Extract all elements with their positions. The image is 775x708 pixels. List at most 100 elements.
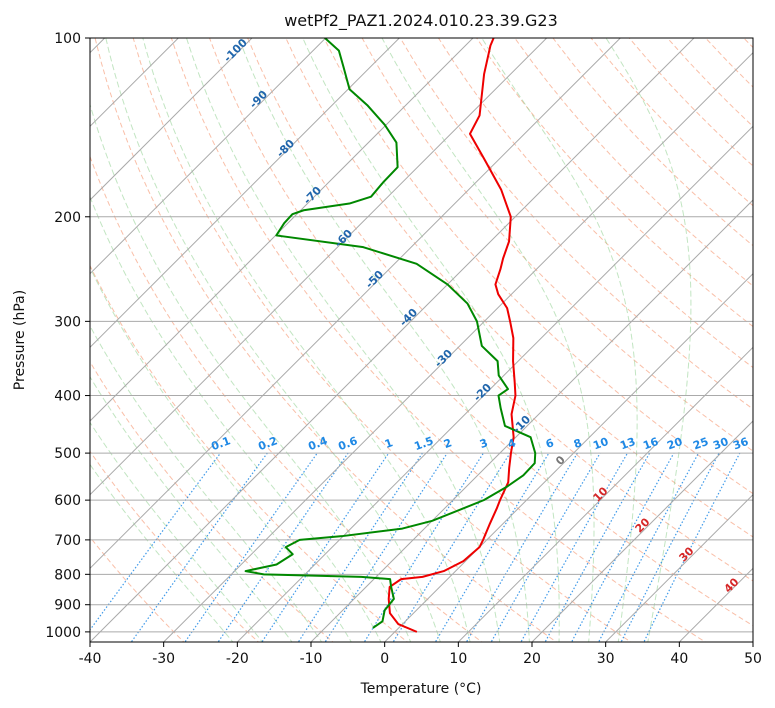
dry-adiabat-line [90,360,334,642]
mixing-ratio-line [392,452,511,642]
dry-adiabat-line [705,38,753,88]
isotherm-label: 20 [633,515,653,535]
plot-frame [89,37,754,643]
mixing-ratio-label: 1.5 [412,434,435,453]
y-tick-label: 200 [54,210,81,226]
moist-adiabat-line [90,421,264,642]
isotherm-label: -70 [301,184,324,207]
y-tick-label: 500 [54,446,81,462]
y-tick-label: 100 [54,31,81,47]
dry-adiabat-line [399,38,753,410]
mixing-ratio-label: 0.2 [256,434,279,453]
dry-adiabat-line [552,38,753,247]
isotherm-label: -90 [247,88,270,111]
x-tick-label: -30 [152,651,175,667]
isotherm-gridline [457,346,753,642]
mixing-ratio-line [297,452,423,642]
dry-adiabat-line [361,38,753,452]
x-tick-label: 50 [744,651,762,667]
dewpoint-profile-line [244,38,537,629]
mixing-ratio-label: 4 [506,436,518,451]
chart-title: wetPf2_PAZ1.2024.010.23.39.G23 [284,11,558,31]
dry-adiabat-line [90,264,409,642]
y-tick-label: 300 [54,314,81,330]
isotherm-gridline [384,272,753,642]
mixing-ratio-label: 0.4 [306,434,329,453]
mixing-ratio-line [465,452,578,642]
dry-adiabat-line [285,38,753,538]
mixing-ratio-label: 36 [731,435,750,453]
y-tick-label: 700 [54,533,81,549]
mixing-ratio-label: 0.6 [336,434,359,453]
isotherm-label: -100 [221,36,250,65]
dry-adiabat-line [132,38,632,642]
isotherm-gridline [236,125,753,642]
mixing-ratio-line [620,452,720,642]
mixing-ratio-line [130,452,268,642]
dry-adiabat-line [323,38,753,495]
mixing-ratio-line [544,452,651,642]
x-axis-label: Temperature (°C) [360,681,482,697]
x-tick-label: -20 [226,651,249,667]
x-tick-label: 30 [597,651,615,667]
mixing-ratio-label: 1 [383,436,395,451]
dry-adiabat-line [209,38,753,627]
isotherm-gridline [310,199,753,642]
isotherm-gridline [90,38,253,201]
isotherm-gridline [163,51,753,642]
dry-adiabat-line [438,38,753,369]
isotherm-gridline [605,493,753,642]
y-tick-label: 600 [54,493,81,509]
mixing-ratio-line [261,452,390,642]
mixing-ratio-line [520,452,628,642]
moist-adiabat-line [481,38,638,642]
mixing-ratio-line [570,452,675,642]
dry-adiabat-line [743,38,753,49]
mixing-ratio-line [363,452,484,642]
isotherm-label: 40 [722,575,742,595]
isotherm-gridline [531,420,753,642]
dry-adiabat-line [90,155,483,642]
dry-adiabat-line [90,450,260,642]
mixing-ratio-label: 3 [478,436,490,451]
moist-adiabat-line [605,38,692,642]
y-tick-label: 900 [54,598,81,614]
dry-adiabat-line [94,38,558,642]
isotherm-gridline [90,38,621,570]
dry-adiabat-line [514,38,753,287]
isotherm-gridline [90,38,327,275]
isotherm-gridline [752,641,753,642]
isotherm-label: -40 [397,306,420,329]
x-tick-label: 40 [670,651,688,667]
mixing-ratio-line [90,452,221,631]
isotherm-gridline [90,38,474,422]
dry-adiabat-line [90,536,185,642]
mixing-ratio-label: 10 [591,435,610,453]
moist-adiabat-line [105,38,441,642]
mixing-ratio-label: 20 [665,435,684,453]
mixing-ratio-label: 8 [572,436,584,451]
isotherm-gridline [90,38,695,642]
x-tick-label: -40 [79,651,102,667]
temperature-profile-line [387,38,517,633]
isotherm-label: -30 [432,347,455,370]
mixing-ratio-line [643,452,741,642]
moist-adiabat-line [142,38,471,642]
isotherm-label: -50 [363,268,386,291]
mixing-ratio-line [184,452,318,642]
y-tick-label: 1000 [45,625,81,641]
isotherm-label: 30 [677,544,697,564]
mixing-ratio-label: 25 [691,435,710,452]
mixing-ratio-line [324,452,448,642]
mixing-ratio-line [597,452,700,642]
moist-adiabat-line [90,266,352,642]
mixing-ratio-label: 2 [442,436,454,451]
moist-adiabat-line [90,375,293,642]
moist-adiabat-line [90,195,382,642]
x-tick-label: 20 [523,651,541,667]
mixing-ratio-label: 30 [711,435,730,453]
moist-adiabat-line [381,38,595,642]
isotherm-gridline [90,38,548,496]
x-tick-label: -10 [300,651,323,667]
dry-adiabat-line [247,38,753,582]
